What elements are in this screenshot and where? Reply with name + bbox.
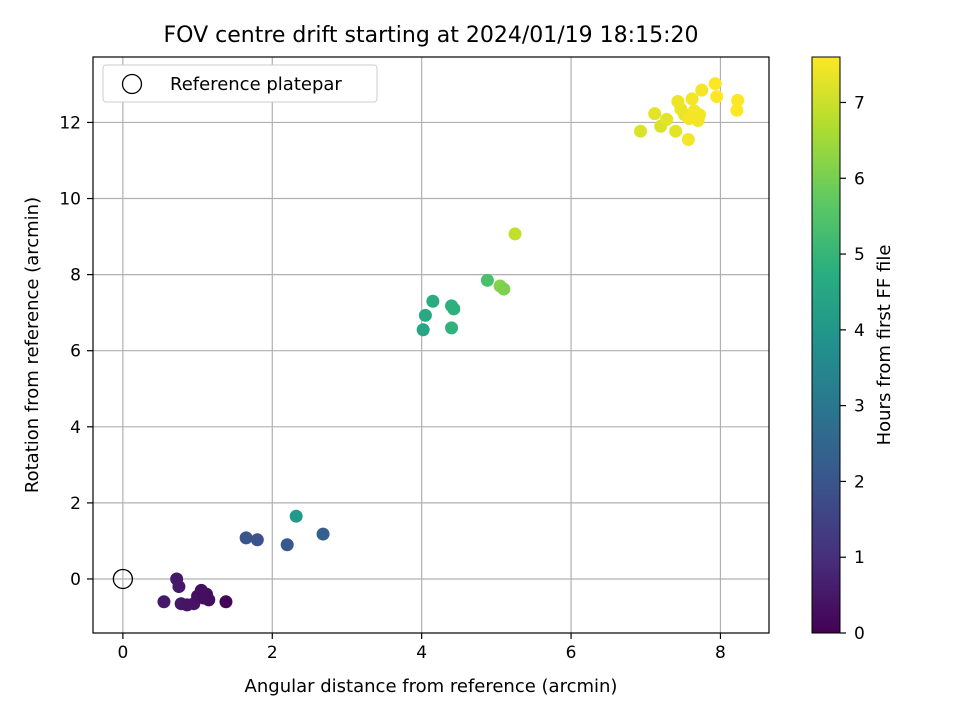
- reference-point: [112, 568, 134, 590]
- x-axis-label: Angular distance from reference (arcmin): [245, 676, 618, 697]
- colorbar-gradient: [811, 56, 841, 634]
- scatter-point: [289, 509, 303, 523]
- colorbar-tick-label: 0: [854, 624, 865, 644]
- scatter-point: [447, 302, 461, 316]
- scatter-point: [660, 112, 674, 126]
- x-tick-label: 2: [267, 643, 278, 663]
- scatter-point: [685, 92, 699, 106]
- reference-marker: [112, 568, 134, 590]
- legend-label: Reference platepar: [170, 74, 342, 95]
- legend: Reference platepar: [102, 64, 378, 103]
- scatter-point: [634, 124, 648, 138]
- scatter-point: [416, 323, 430, 337]
- scatter-point: [731, 93, 745, 107]
- y-tick-label: 2: [70, 494, 81, 514]
- scatter-point: [280, 538, 294, 552]
- y-tick-label: 0: [70, 570, 81, 590]
- x-tick-label: 8: [715, 643, 726, 663]
- x-tick-label: 4: [416, 643, 427, 663]
- y-tick-label: 8: [70, 266, 81, 286]
- scatter-point: [418, 308, 432, 322]
- colorbar-tick-label: 4: [854, 321, 865, 341]
- scatter-point: [508, 227, 522, 241]
- y-tick-label: 4: [70, 418, 81, 438]
- legend-box: [102, 64, 378, 103]
- scatter-point: [708, 77, 722, 91]
- scatter-point: [480, 273, 494, 287]
- plot-frame: [92, 56, 770, 634]
- scatter-point: [710, 90, 724, 104]
- scatter-point: [681, 133, 695, 147]
- scatter-point: [445, 321, 459, 335]
- scatter-point: [648, 107, 662, 121]
- x-tick-label: 6: [566, 643, 577, 663]
- y-axis-label: Rotation from reference (arcmin): [22, 197, 43, 493]
- scatter-point: [219, 595, 233, 609]
- scatter-point: [695, 83, 709, 97]
- scatter-point: [730, 103, 744, 117]
- colorbar-tick-label: 1: [854, 548, 865, 568]
- scatter-point: [497, 282, 511, 296]
- colorbar-tick-label: 3: [854, 397, 865, 417]
- colorbar-tick-label: 7: [854, 93, 865, 113]
- scatter-point: [172, 580, 186, 594]
- colorbar-ticks: 0 1 2 3 4 5 6 7: [840, 93, 865, 644]
- y-tick-label: 10: [59, 190, 81, 210]
- x-tick-label: 0: [117, 643, 128, 663]
- chart-title: FOV centre drift starting at 2024/01/19 …: [164, 23, 699, 48]
- legend-marker: [121, 73, 143, 95]
- colorbar-label: Hours from first FF file: [874, 245, 895, 446]
- colorbar-tick-label: 2: [854, 472, 865, 492]
- scatter-points: [157, 77, 745, 612]
- colorbar-tick-label: 5: [854, 245, 865, 265]
- y-tick-label: 12: [59, 113, 81, 133]
- scatter-point: [157, 595, 171, 609]
- axis-ticks: 0 2 4 6 8 0 2 4 6 8 10 12: [59, 113, 726, 663]
- colorbar-tick-label: 6: [854, 169, 865, 189]
- scatter-point: [250, 533, 264, 547]
- scatter-point: [316, 527, 330, 541]
- grid: [93, 57, 769, 633]
- scatter-point: [426, 294, 440, 308]
- scatter-point: [202, 593, 216, 607]
- scatter-point: [669, 124, 683, 138]
- scatter-point: [693, 108, 707, 122]
- y-tick-label: 6: [70, 342, 81, 362]
- scatter-point: [239, 531, 253, 545]
- colorbar: 0 1 2 3 4 5 6 7 Hours from first FF file: [811, 56, 895, 644]
